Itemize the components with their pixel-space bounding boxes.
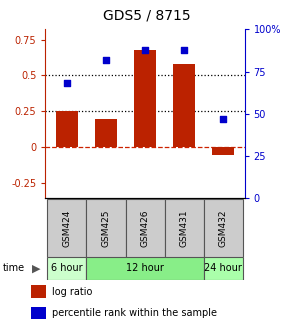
Bar [173,64,195,147]
Text: percentile rank within the sample: percentile rank within the sample [52,308,217,318]
Text: 6 hour: 6 hour [51,264,83,273]
Text: log ratio: log ratio [52,287,93,297]
Text: GSM432: GSM432 [219,209,228,247]
Bar [86,199,125,257]
Text: GDS5 / 8715: GDS5 / 8715 [103,8,190,22]
Bar [86,257,204,280]
Bar [31,307,46,319]
Bar [165,199,204,257]
Bar [47,257,86,280]
Text: 12 hour: 12 hour [126,264,164,273]
Bar [47,199,86,257]
Text: GSM424: GSM424 [62,209,71,247]
Text: ▶: ▶ [32,264,41,273]
Text: GSM426: GSM426 [141,209,149,247]
Text: 24 hour: 24 hour [204,264,242,273]
Bar [125,199,165,257]
Bar [95,119,117,147]
Bar [31,285,46,298]
Point [104,57,108,62]
Bar [56,112,78,147]
Bar [204,257,243,280]
Bar [212,147,234,155]
Bar [204,199,243,257]
Point [143,47,147,52]
Text: time: time [3,264,25,273]
Point [182,47,186,52]
Point [64,81,69,86]
Point [221,116,226,121]
Text: GSM425: GSM425 [101,209,110,247]
Bar [134,50,156,147]
Text: GSM431: GSM431 [180,209,189,247]
